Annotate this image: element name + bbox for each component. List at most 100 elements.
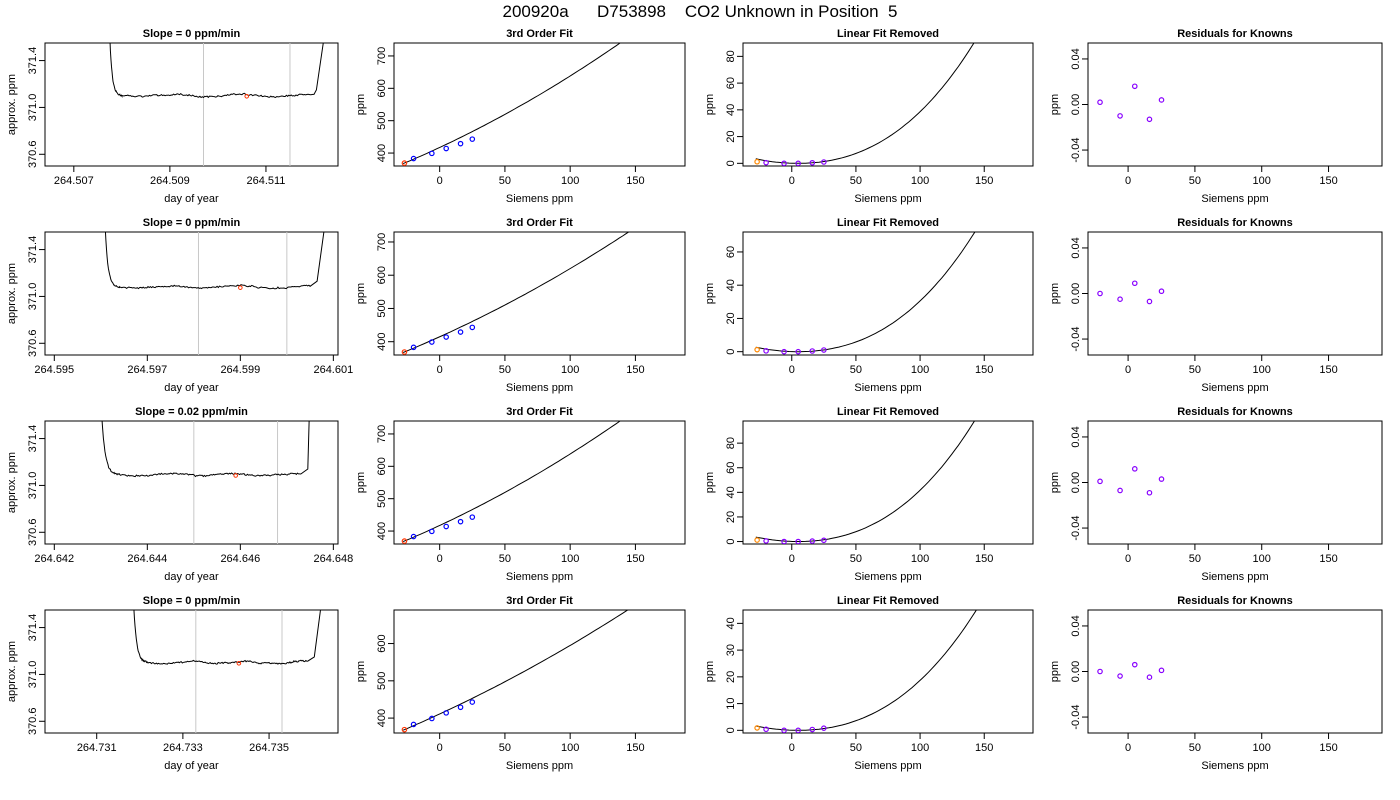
residual-point <box>1146 298 1153 305</box>
x-tick-label: 0 <box>789 742 795 754</box>
data-point <box>401 726 408 733</box>
data-point <box>469 699 476 705</box>
data-point <box>754 537 760 543</box>
data-point <box>469 514 476 520</box>
panel-title: Linear Fit Removed <box>837 217 939 229</box>
y-tick-label: 60 <box>725 77 737 89</box>
x-tick-label: 50 <box>499 553 511 565</box>
y-tick-label: 0.00 <box>1070 661 1082 682</box>
x-tick-label: 50 <box>850 553 862 565</box>
y-tick-label: 371.0 <box>27 283 39 311</box>
y-tick-label: 80 <box>725 50 737 62</box>
residual-point <box>1097 290 1103 297</box>
x-tick-label: 50 <box>850 742 862 754</box>
x-tick-label: 50 <box>499 364 511 376</box>
plot-area <box>401 610 629 733</box>
x-tick-label: 150 <box>975 553 993 565</box>
y-tick-label: 0.04 <box>1070 237 1082 258</box>
y-tick-label: 400 <box>376 333 388 351</box>
y-axis-label: approx. ppm <box>6 263 18 324</box>
fit-curve <box>402 421 621 543</box>
y-tick-label: 500 <box>376 299 388 317</box>
data-point <box>795 348 801 355</box>
y-tick-label: 600 <box>376 457 388 475</box>
y-tick-label: 0.04 <box>1070 48 1082 69</box>
x-axis-label: day of year <box>164 571 219 583</box>
residual-point <box>1158 97 1165 103</box>
data-point <box>457 329 464 335</box>
residual-point <box>1158 288 1165 295</box>
y-tick-label: 370.6 <box>27 708 39 736</box>
x-tick-label: 150 <box>1319 553 1337 565</box>
data-point <box>821 159 827 165</box>
y-axis-label: ppm <box>1049 661 1061 682</box>
x-tick-label: 150 <box>626 175 644 187</box>
plot-frame <box>44 42 339 167</box>
x-tick-label: 150 <box>626 553 644 565</box>
y-tick-label: 600 <box>376 634 388 652</box>
panel-title: Residuals for Knowns <box>1177 217 1293 229</box>
plot-frame <box>393 231 686 356</box>
y-tick-label: 0 <box>725 727 737 733</box>
plot-area <box>1097 83 1165 123</box>
x-tick-label: 0 <box>789 364 795 376</box>
x-tick-label: 100 <box>561 175 579 187</box>
y-tick-label: 700 <box>376 425 388 443</box>
x-tick-label: 50 <box>1189 742 1201 754</box>
x-tick-label: 100 <box>561 553 579 565</box>
y-axis-label: approx. ppm <box>6 74 18 135</box>
y-tick-label: 371.0 <box>27 661 39 689</box>
data-point <box>401 538 408 544</box>
panel-title: Slope = 0 ppm/min <box>143 28 241 40</box>
y-tick-label: 40 <box>725 617 737 629</box>
x-axis-label: Siemens ppm <box>1201 760 1268 772</box>
data-point <box>469 136 476 142</box>
x-tick-label: 100 <box>1253 175 1271 187</box>
data-point <box>457 704 464 711</box>
x-tick-label: 150 <box>1319 175 1337 187</box>
x-tick-label: 100 <box>911 742 929 754</box>
y-tick-label: 700 <box>376 47 388 65</box>
data-point <box>401 160 408 166</box>
fit-curve <box>402 232 630 353</box>
x-tick-label: 150 <box>626 742 644 754</box>
data-point <box>410 344 417 351</box>
plot-area <box>401 232 630 355</box>
time-trace <box>109 43 324 99</box>
plot-area <box>754 232 976 355</box>
data-point <box>781 727 787 733</box>
x-tick-label: 264.507 <box>54 175 94 187</box>
x-tick-label: 150 <box>626 364 644 376</box>
plot-area <box>133 610 321 733</box>
data-point <box>795 727 801 733</box>
panel-title: Residuals for Knowns <box>1177 28 1293 40</box>
y-tick-label: -0.04 <box>1070 705 1082 730</box>
plot-frame <box>1087 420 1383 545</box>
data-point <box>763 348 769 354</box>
x-tick-label: 264.735 <box>249 742 289 754</box>
residual-point <box>1117 487 1123 494</box>
time-trace <box>101 421 310 478</box>
y-tick-label: 20 <box>725 130 737 142</box>
plot-frame <box>742 609 1034 734</box>
y-tick-label: -0.04 <box>1070 327 1082 352</box>
plot-area <box>1097 466 1165 496</box>
x-tick-label: 150 <box>975 742 993 754</box>
plot-area <box>401 421 621 544</box>
y-axis-label: approx. ppm <box>6 452 18 513</box>
plot-frame <box>44 609 339 734</box>
plot-area <box>1097 661 1165 680</box>
residual-curve <box>755 43 975 164</box>
plot-frame <box>44 231 339 356</box>
data-point <box>410 155 417 162</box>
x-tick-label: 264.511 <box>246 175 285 187</box>
y-tick-label: 20 <box>725 312 737 324</box>
data-point <box>754 158 760 165</box>
y-tick-label: 370.6 <box>27 330 39 358</box>
data-point <box>429 715 435 722</box>
y-tick-label: 0.00 <box>1070 94 1082 115</box>
residual-point <box>1131 661 1138 668</box>
y-tick-label: 400 <box>376 522 388 540</box>
residual-point <box>1097 99 1103 106</box>
y-axis-label: ppm <box>1049 283 1061 304</box>
